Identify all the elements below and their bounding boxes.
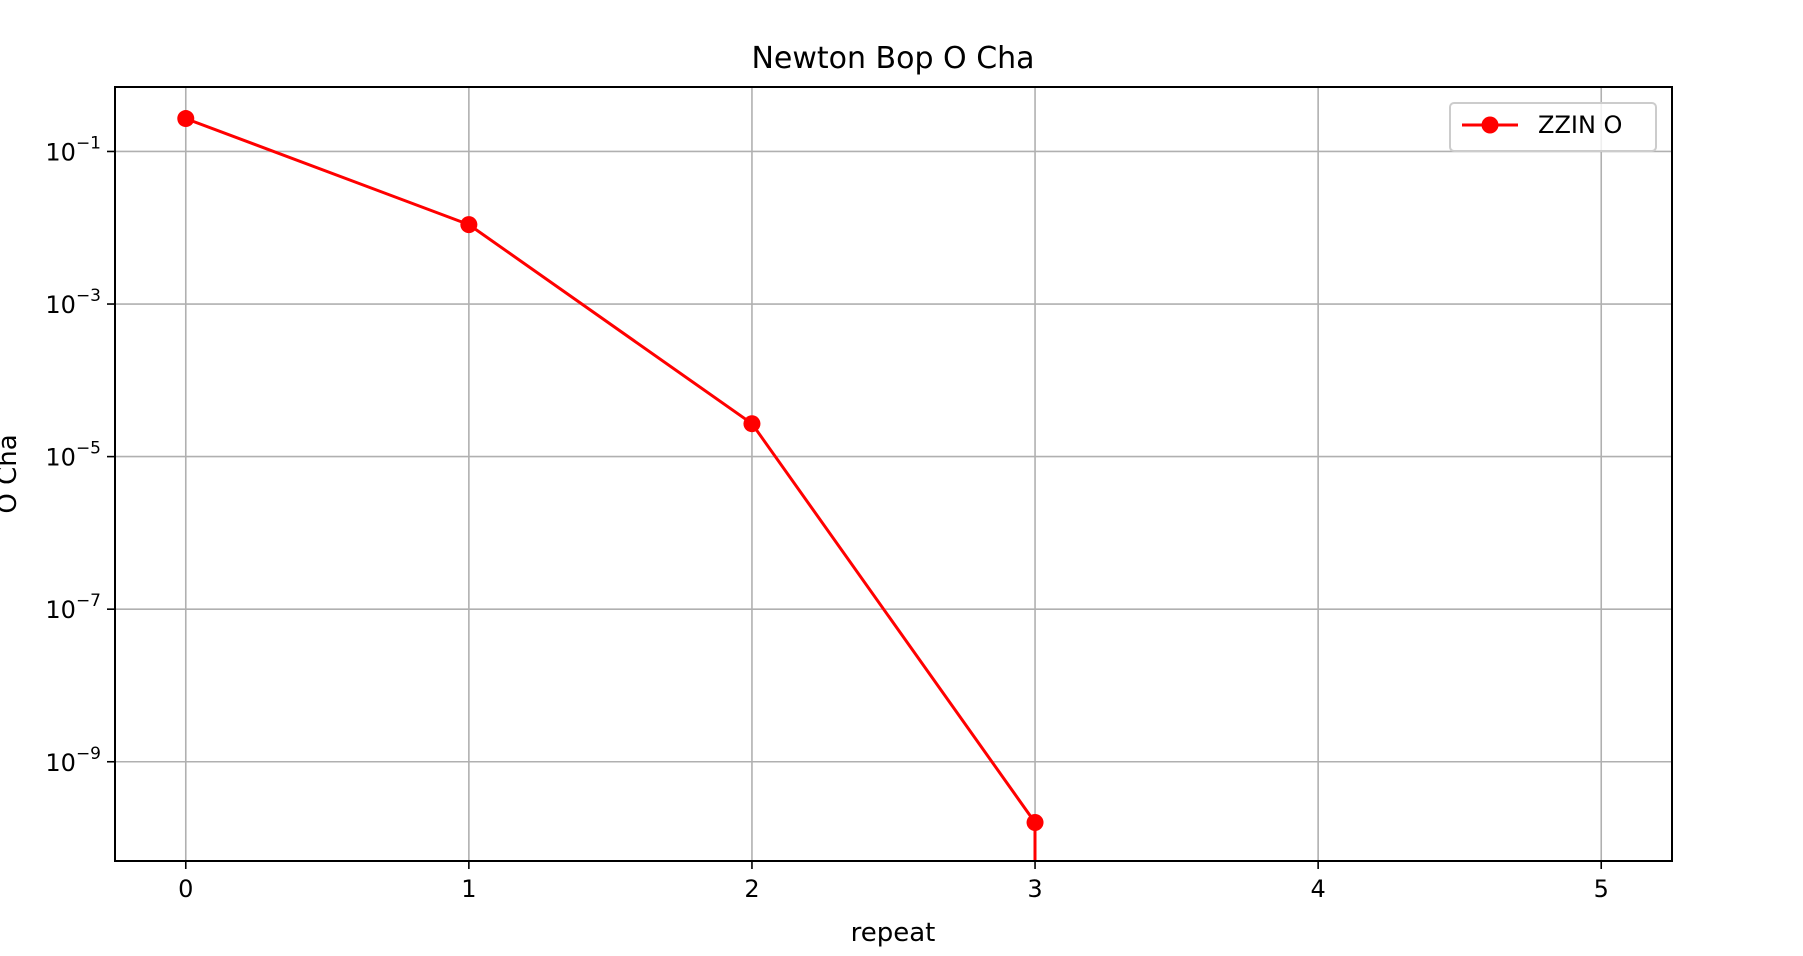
- data-point: [1026, 813, 1044, 831]
- x-tick-label: 5: [1594, 875, 1609, 903]
- y-axis-ticks: 10−1 10−3 10−5 10−7 10−9: [45, 133, 115, 777]
- x-tick-label: 2: [744, 875, 759, 903]
- y-tick-label: 10−1: [45, 133, 101, 166]
- y-tick-label: 10−7: [45, 591, 101, 624]
- legend-label: ZZIN O: [1538, 111, 1622, 139]
- grid: [115, 87, 1672, 861]
- data-point: [177, 110, 195, 128]
- y-tick-label: 10−9: [45, 744, 101, 777]
- data-point: [743, 415, 761, 433]
- data-point: [460, 216, 478, 234]
- plot-frame: [114, 86, 1673, 862]
- x-tick-label: 3: [1027, 875, 1042, 903]
- y-tick-label: 10−3: [45, 286, 101, 319]
- series-layer: [177, 110, 1044, 862]
- x-tick-label: 0: [178, 875, 193, 903]
- x-tick-label: 1: [461, 875, 476, 903]
- y-axis-label: O Cha: [0, 434, 23, 513]
- legend-box: [1449, 102, 1657, 152]
- legend: ZZIN O: [1449, 102, 1657, 152]
- y-tick-label: 10−5: [45, 439, 101, 472]
- chart-title: Newton Bop O Cha: [751, 41, 1034, 76]
- legend-marker: [1481, 116, 1499, 134]
- x-axis-ticks: 0 1 2 3 4 5: [178, 861, 1609, 903]
- x-axis-label: repeat: [851, 918, 936, 948]
- x-tick-label: 4: [1310, 875, 1325, 903]
